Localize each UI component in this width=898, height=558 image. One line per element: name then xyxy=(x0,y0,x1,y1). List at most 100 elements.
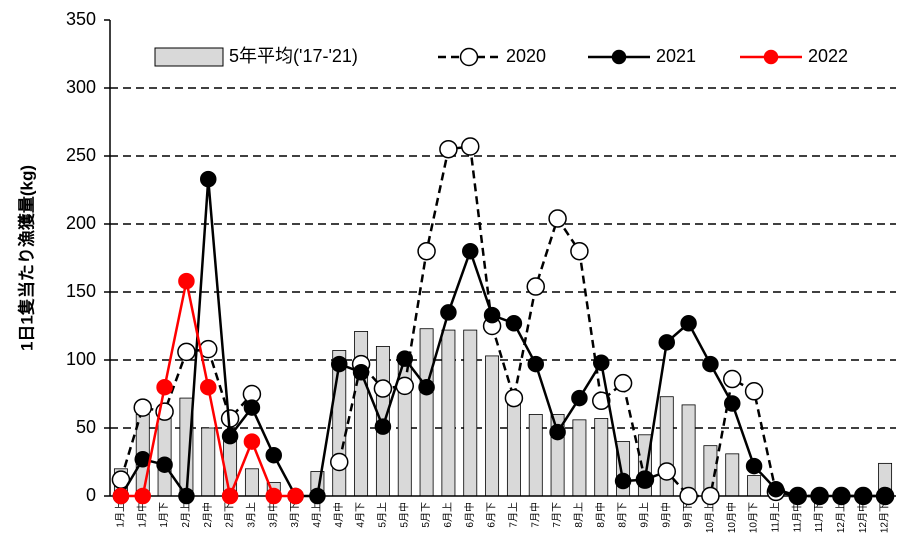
x-tick-label: 4月下 xyxy=(355,502,367,528)
point-marker xyxy=(265,487,282,505)
x-tick-label: 1月下 xyxy=(158,502,170,528)
point-marker xyxy=(156,378,173,396)
point-marker xyxy=(571,389,588,407)
x-tick-label: 10月中 xyxy=(725,502,738,533)
x-tick-label: 3月下 xyxy=(289,502,301,528)
bar xyxy=(157,413,172,497)
point-marker xyxy=(702,355,719,373)
point-marker xyxy=(243,433,261,450)
point-marker xyxy=(614,472,632,490)
point-marker xyxy=(373,379,393,398)
bar xyxy=(681,404,696,497)
x-tick-label: 8月中 xyxy=(594,502,607,528)
point-marker xyxy=(178,272,195,290)
x-tick-label: 10月上 xyxy=(704,502,716,533)
bar xyxy=(441,329,456,497)
point-marker xyxy=(680,315,697,332)
point-marker xyxy=(527,355,544,373)
y-tick-label: 250 xyxy=(66,145,96,165)
x-tick-label: 4月中 xyxy=(332,502,345,528)
y-tick-label: 150 xyxy=(66,281,96,301)
bar xyxy=(747,475,762,497)
x-tick-label: 3月上 xyxy=(246,502,258,528)
point-marker xyxy=(657,462,676,481)
x-tick-label: 11月中 xyxy=(790,502,803,532)
point-marker xyxy=(331,355,348,373)
point-marker xyxy=(439,139,458,159)
x-tick-label: 4月上 xyxy=(311,502,323,528)
x-tick-label: 1月中 xyxy=(135,502,148,528)
point-marker xyxy=(134,487,151,505)
bar xyxy=(485,355,500,497)
point-marker xyxy=(200,170,217,188)
y-tick-label: 300 xyxy=(66,77,96,97)
point-marker xyxy=(221,487,239,505)
legend-label: 2020 xyxy=(506,46,546,66)
point-marker xyxy=(156,456,173,473)
point-marker xyxy=(744,382,764,401)
bar xyxy=(725,453,740,497)
point-marker xyxy=(221,427,239,445)
point-marker xyxy=(461,137,480,156)
point-marker xyxy=(462,242,479,260)
point-marker xyxy=(287,487,304,505)
y-tick-label: 100 xyxy=(66,349,96,369)
x-tick-label: 8月上 xyxy=(573,502,585,528)
point-marker xyxy=(548,209,567,228)
bar xyxy=(659,396,674,497)
y-tick-label: 50 xyxy=(76,417,96,437)
point-marker xyxy=(701,486,720,506)
point-marker xyxy=(679,486,698,506)
point-marker xyxy=(526,277,545,296)
point-marker xyxy=(549,423,566,441)
point-marker xyxy=(440,304,457,321)
point-marker xyxy=(309,487,326,505)
x-tick-label: 7月上 xyxy=(508,502,520,528)
y-tick-label: 350 xyxy=(66,9,96,29)
legend-marker xyxy=(459,47,479,67)
bar xyxy=(201,427,216,497)
x-tick-label: 6月下 xyxy=(486,502,498,528)
point-marker xyxy=(789,487,806,505)
y-axis-title: 1日1隻当たり漁獲量(kg) xyxy=(16,165,36,351)
point-marker xyxy=(504,388,524,408)
bar xyxy=(528,413,543,497)
x-tick-label: 7月中 xyxy=(528,502,541,528)
bar xyxy=(244,468,259,497)
bar xyxy=(463,329,478,497)
x-tick-label: 6月上 xyxy=(442,502,454,528)
point-marker xyxy=(112,487,130,505)
point-marker xyxy=(352,363,370,381)
point-marker xyxy=(243,399,261,416)
legend-label: 5年平均('17-'21) xyxy=(229,46,358,66)
point-marker xyxy=(811,487,828,505)
x-tick-label: 7月下 xyxy=(551,502,563,528)
point-marker xyxy=(833,487,850,505)
point-marker xyxy=(592,391,611,411)
point-marker xyxy=(723,369,742,389)
bar xyxy=(506,400,521,497)
x-tick-label: 12月中 xyxy=(856,502,869,533)
point-marker xyxy=(636,471,654,488)
x-tick-label: 2月上 xyxy=(180,502,192,528)
point-marker xyxy=(396,350,413,367)
x-tick-label: 12月下 xyxy=(879,502,891,533)
point-marker xyxy=(177,342,196,362)
legend-marker xyxy=(763,49,779,65)
point-marker xyxy=(505,315,523,332)
x-tick-label: 2月中 xyxy=(201,502,214,528)
bar xyxy=(594,418,609,497)
y-tick-label: 0 xyxy=(86,485,96,505)
point-marker xyxy=(265,446,282,464)
legend-swatch xyxy=(154,47,224,67)
x-tick-label: 12月上 xyxy=(835,502,847,533)
x-tick-label: 2月下 xyxy=(224,502,236,528)
point-marker xyxy=(330,452,349,472)
point-marker xyxy=(418,378,435,396)
x-tick-label: 8月下 xyxy=(617,502,629,528)
x-tick-label: 3月中 xyxy=(266,502,279,528)
x-tick-label: 9月上 xyxy=(639,502,651,528)
x-tick-label: 6月中 xyxy=(463,502,476,528)
x-tick-label: 9月中 xyxy=(659,502,672,528)
